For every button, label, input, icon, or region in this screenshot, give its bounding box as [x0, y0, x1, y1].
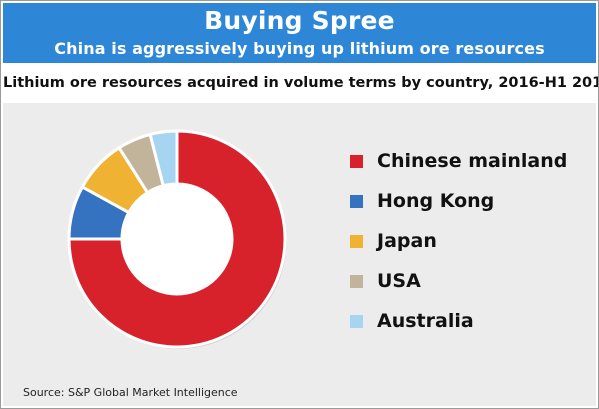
donut-hole: [123, 185, 231, 293]
legend-label-australia: Australia: [377, 310, 474, 332]
banner-title: Buying Spree: [204, 6, 395, 35]
source-note: Source: S&P Global Market Intelligence: [23, 386, 238, 399]
chart-title: Lithium ore resources acquired in volume…: [3, 75, 599, 91]
slice-chinese-mainland: [67, 129, 287, 349]
legend-item-japan: Japan: [350, 228, 437, 254]
legend-swatch-japan: [350, 234, 363, 248]
header-banner: Buying Spree China is aggressively buyin…: [3, 3, 596, 63]
legend-item-hong-kong: Hong Kong: [350, 188, 494, 214]
legend-label-hong-kong: Hong Kong: [377, 190, 495, 212]
legend-item-australia: Australia: [350, 308, 474, 334]
legend-swatch-australia: [350, 314, 363, 328]
legend-swatch-hong-kong: [350, 194, 363, 208]
banner-subtitle: China is aggressively buying up lithium …: [54, 39, 545, 58]
slice-australia: [148, 129, 179, 188]
legend-label-japan: Japan: [377, 230, 437, 252]
legend-swatch-chinese-mainland: [350, 154, 363, 168]
legend-label-usa: USA: [377, 270, 421, 292]
donut-chart: [67, 129, 287, 349]
legend-label-chinese-mainland: Chinese mainland: [377, 150, 568, 172]
chart-panel: Chinese mainland Hong Kong Japan USA Aus…: [3, 103, 596, 406]
legend-item-chinese-mainland: Chinese mainland: [350, 148, 567, 174]
legend-item-usa: USA: [350, 268, 421, 294]
legend-swatch-usa: [350, 274, 363, 288]
